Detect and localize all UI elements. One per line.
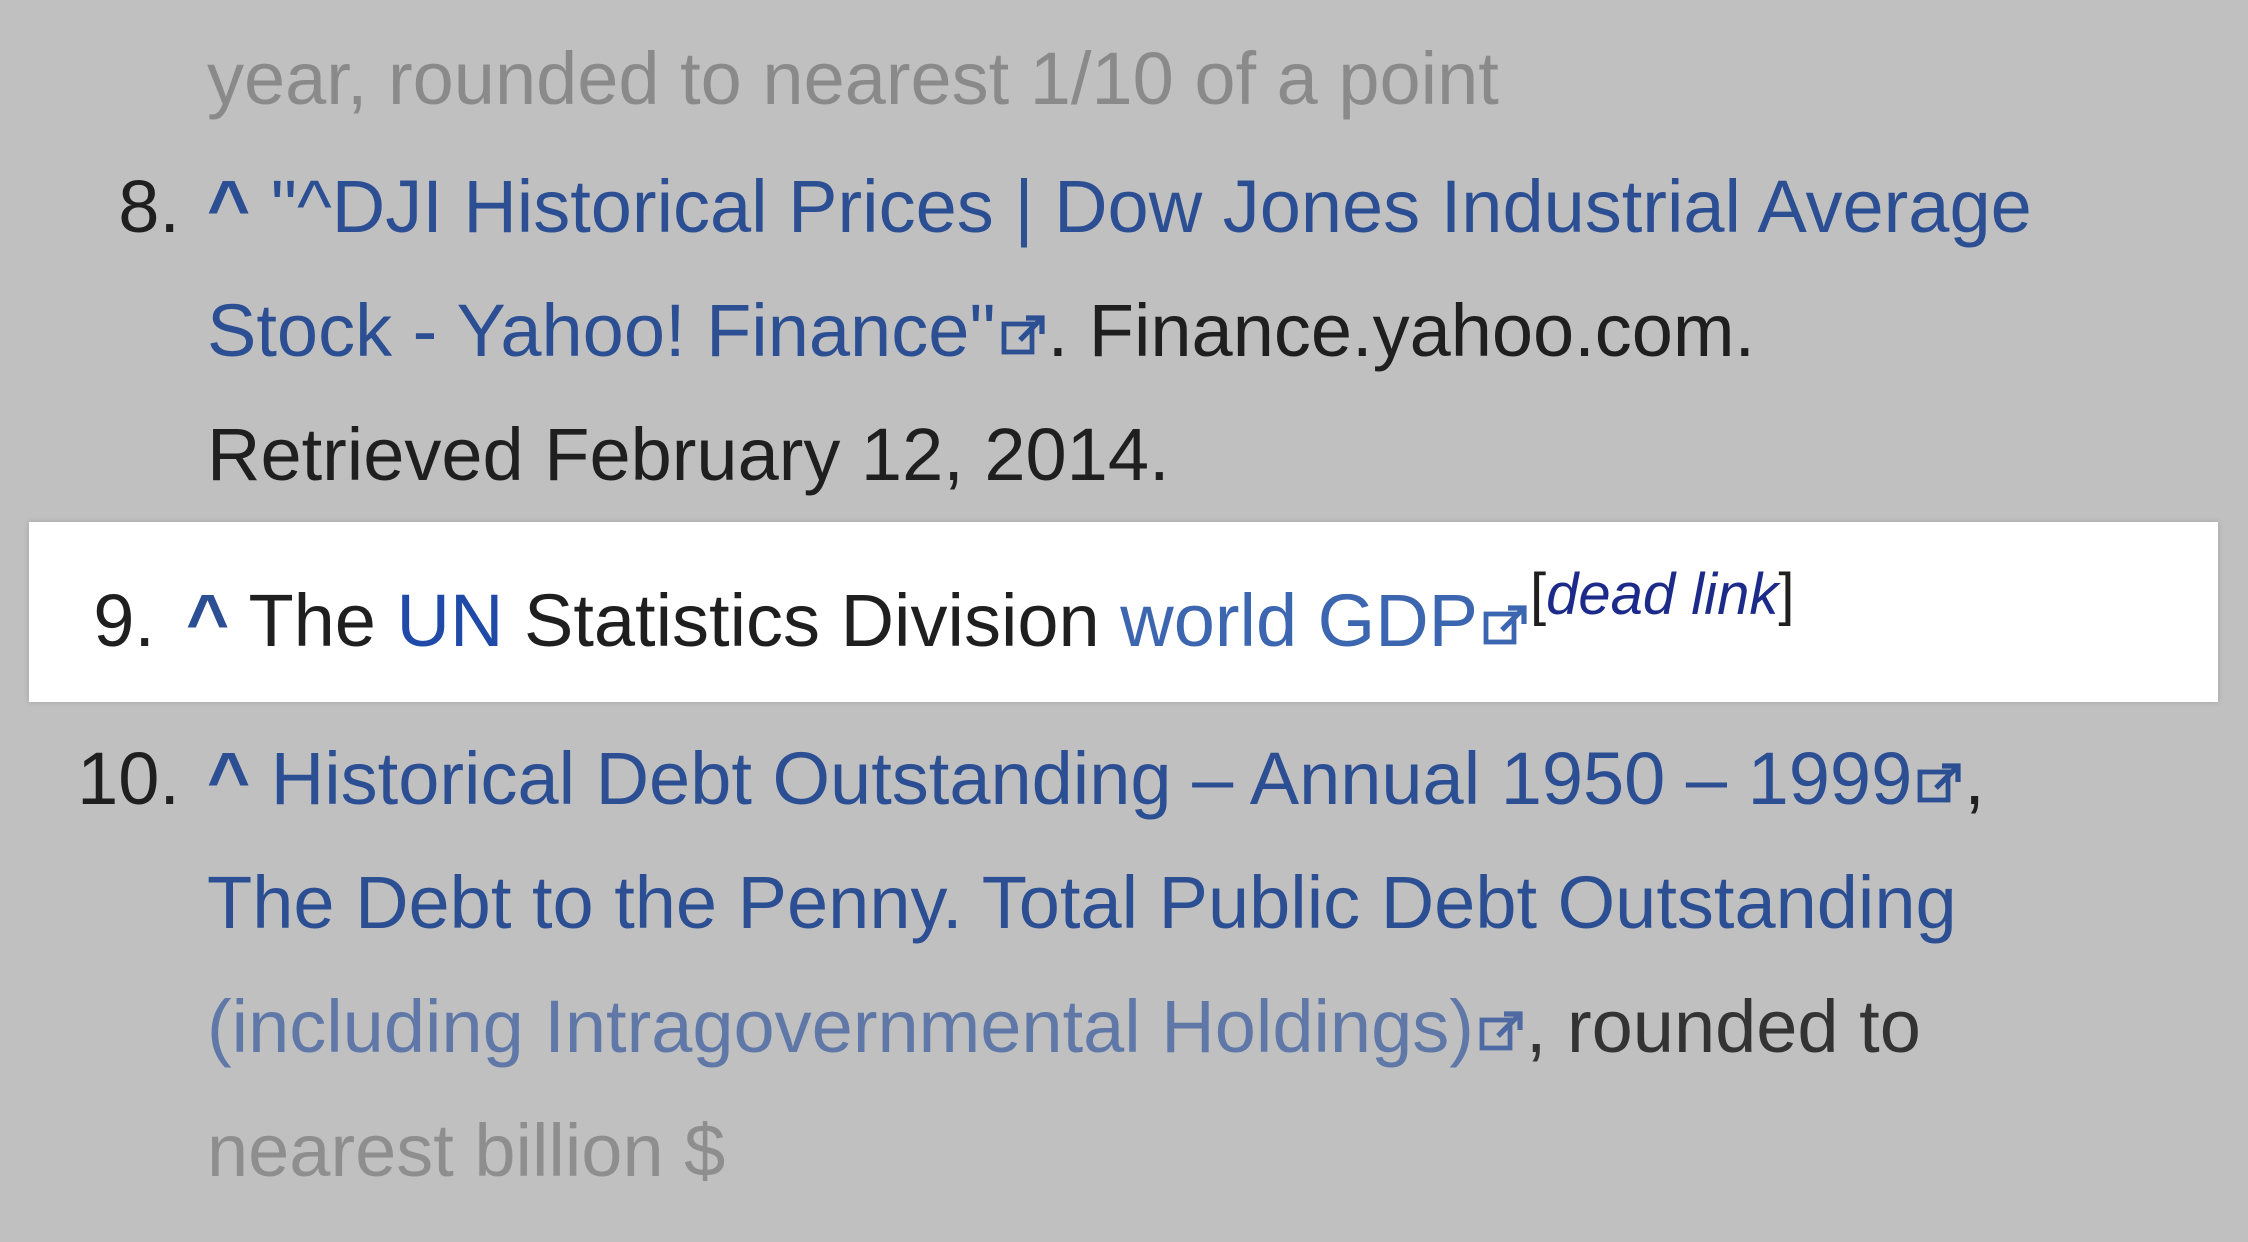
reference-8-line-2: Stock - Yahoo! Finance" . Finance.yahoo.…: [207, 294, 1755, 368]
reference-number: 10.: [77, 737, 180, 820]
reference-text: Statistics Division: [523, 579, 1100, 662]
external-link-icon[interactable]: [1916, 760, 1964, 808]
citation-link[interactable]: (including Intragovernmental Holdings): [207, 985, 1474, 1068]
reference-text: nearest billion $: [207, 1109, 726, 1192]
reference-10-line-3: (including Intragovernmental Holdings) ,…: [207, 990, 1921, 1064]
reference-7-tail-text: year, rounded to nearest 1/10 of a point: [207, 37, 1499, 120]
external-link-icon[interactable]: [1478, 1008, 1526, 1056]
bracket-close: ]: [1778, 562, 1795, 627]
reference-10-line-2: The Debt to the Penny. Total Public Debt…: [207, 866, 1957, 940]
reference-8-line-1: ^ "^DJI Historical Prices | Dow Jones In…: [207, 170, 2032, 244]
backlink-caret[interactable]: ^: [207, 737, 251, 820]
external-link-icon[interactable]: [1000, 312, 1048, 360]
reference-10-line-4: nearest billion $: [207, 1114, 725, 1188]
comma-text: ,: [1964, 737, 1985, 820]
backlink-caret[interactable]: ^: [207, 165, 251, 248]
reference-9-line: ^ The UN Statistics Division world GDP […: [186, 566, 1794, 658]
citation-link[interactable]: The Debt to the Penny. Total Public Debt…: [207, 861, 1957, 944]
reference-8-line-3: Retrieved February 12, 2014.: [207, 418, 1170, 492]
retrieved-date: Retrieved February 12, 2014.: [207, 413, 1170, 496]
reference-number: 8.: [118, 165, 180, 248]
un-link[interactable]: UN: [396, 579, 504, 662]
reference-7-tail: year, rounded to nearest 1/10 of a point: [207, 42, 1499, 116]
publisher-text: . Finance.yahoo.com.: [1047, 289, 1756, 372]
external-link-icon[interactable]: [1482, 602, 1530, 650]
world-gdp-link[interactable]: world GDP: [1120, 579, 1479, 662]
reference-number: 9.: [93, 579, 155, 662]
bracket-open: [: [1530, 562, 1547, 627]
dead-link-tag: [dead link]: [1530, 562, 1794, 627]
reference-text: The: [248, 579, 376, 662]
citation-link[interactable]: Stock - Yahoo! Finance": [207, 289, 996, 372]
highlighted-reference: [29, 522, 2218, 702]
dead-link-label[interactable]: dead link: [1546, 562, 1779, 627]
citation-link[interactable]: Historical Debt Outstanding – Annual 195…: [270, 737, 1913, 820]
reference-text: , rounded to: [1525, 985, 1921, 1068]
backlink-caret[interactable]: ^: [186, 579, 230, 662]
citation-link[interactable]: "^DJI Historical Prices | Dow Jones Indu…: [270, 165, 2032, 248]
reference-10-line-1: ^ Historical Debt Outstanding – Annual 1…: [207, 742, 1985, 816]
